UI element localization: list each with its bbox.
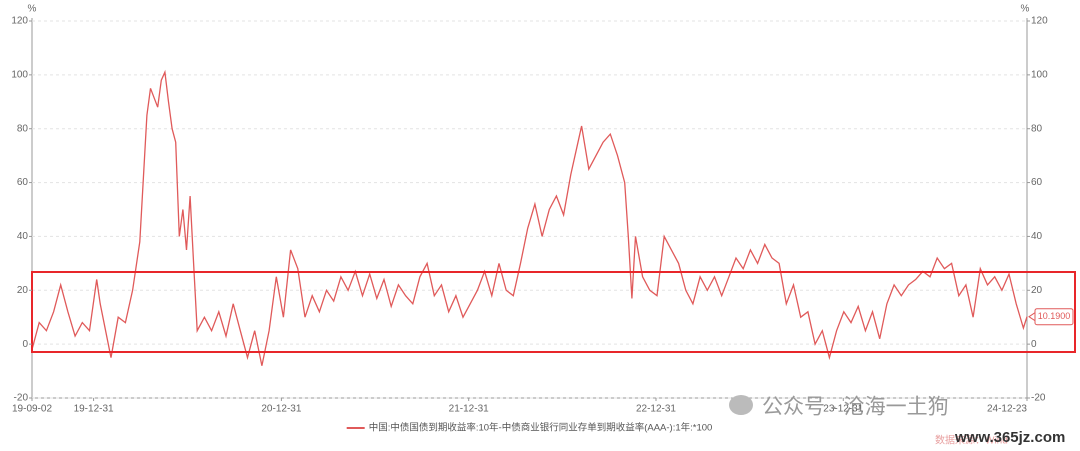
y-tick-label: 80: [17, 123, 29, 134]
y-tick-label: 100: [11, 69, 28, 80]
legend-label: 中国:中债国债到期收益率:10年-中债商业银行同业存单到期收益率(AAA-):1…: [369, 422, 713, 434]
site-mark: www.365jz.com: [954, 429, 1065, 446]
y-tick-label: 120: [11, 16, 28, 27]
y2-unit: %: [1021, 4, 1030, 15]
source: 数据来源：Wind: [935, 434, 1008, 447]
series-line: [31, 69, 1028, 366]
y2-tick-label: 40: [1031, 231, 1043, 242]
watermark-group: 公众号 · 沧海一土狗 www.365jz.com: [729, 395, 1065, 446]
x-tick-label: 21-12-31: [449, 404, 489, 415]
y2-tick-label: 20: [1031, 285, 1043, 296]
y-unit: %: [28, 4, 37, 15]
x-tick-label: 22-12-31: [636, 404, 676, 415]
y-tick-label: 40: [17, 231, 29, 242]
x-tick-label: 20-12-31: [261, 404, 301, 415]
y2-tick-label: 0: [1031, 339, 1037, 350]
x-tick-label: 19-09-02: [12, 404, 52, 415]
y2-tick-label: 100: [1031, 69, 1048, 80]
last-label: 10.1900: [1038, 311, 1071, 321]
highlight-box: [31, 271, 1076, 353]
y2-tick-label: -20: [1031, 393, 1046, 404]
y2-tick-label: 80: [1031, 123, 1043, 134]
y-tick-label: 60: [17, 177, 29, 188]
y-tick-label: -20: [14, 393, 29, 404]
y-tick-label: 0: [22, 339, 28, 350]
y2-tick-label: 60: [1031, 177, 1043, 188]
y-tick-label: 20: [17, 285, 29, 296]
x-tick-label: 24-12-23: [987, 404, 1027, 415]
x-tick-label: 19-12-31: [74, 404, 114, 415]
watermark-icon: [729, 395, 753, 415]
watermark: 公众号 · 沧海一土狗: [762, 396, 949, 419]
last-label-box: [1034, 308, 1074, 326]
x-tick-label: 23-12-31: [823, 404, 863, 415]
y2-tick-label: 120: [1031, 16, 1048, 27]
